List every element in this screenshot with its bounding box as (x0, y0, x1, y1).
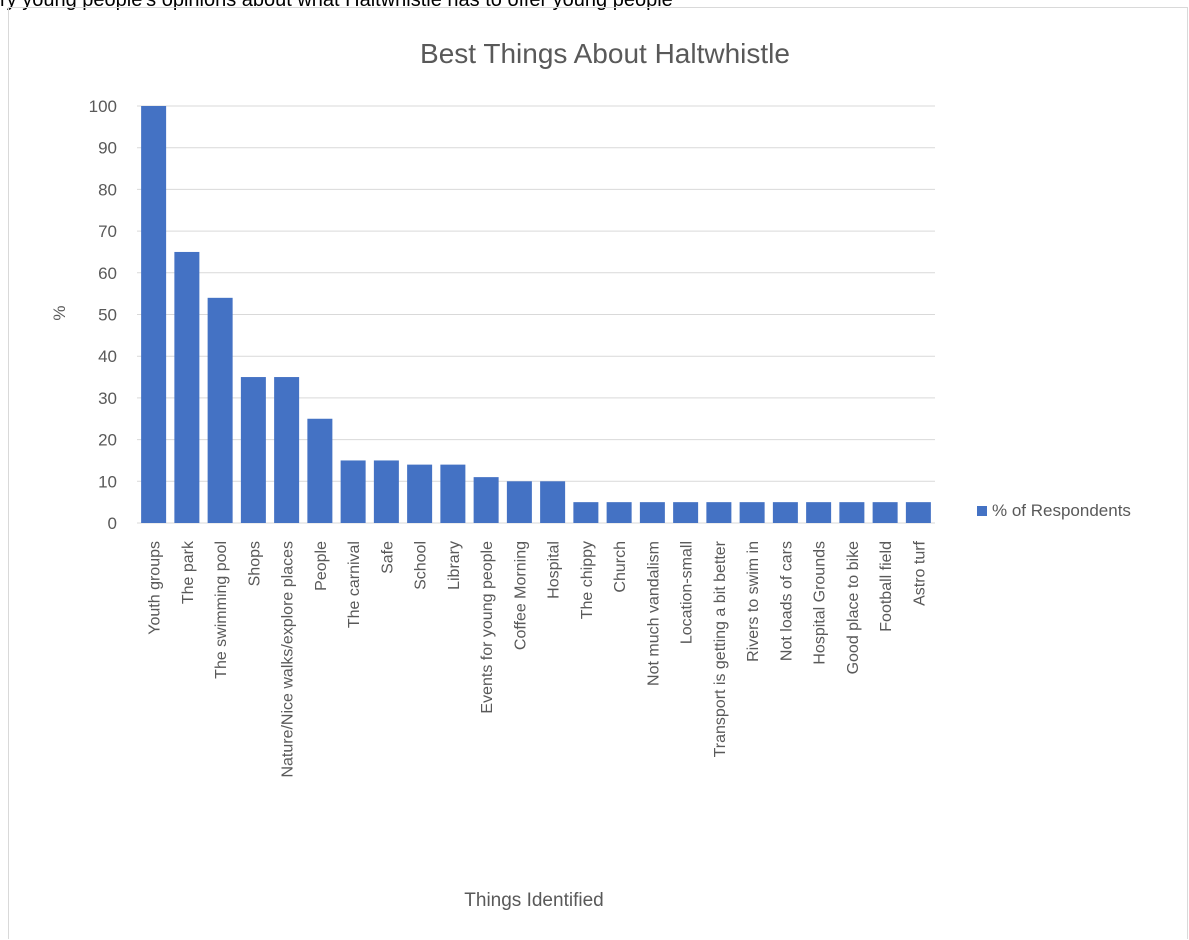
bar (606, 502, 632, 523)
bar (905, 502, 931, 523)
bar (141, 106, 167, 523)
x-tick-label: Astro turf (911, 540, 928, 605)
x-tick-label: Location-small (679, 541, 696, 644)
bar (274, 377, 300, 523)
bar (174, 251, 200, 523)
x-axis-ticks: Youth groups The park The swimming pool Sho… (147, 540, 929, 778)
bar (673, 502, 699, 523)
bars (141, 106, 931, 523)
bar (540, 481, 566, 523)
y-tick-label: 70 (98, 222, 117, 241)
x-tick-label: Library (446, 541, 463, 590)
y-tick-label: 20 (98, 431, 117, 450)
legend-label: % of Respondents (992, 501, 1131, 520)
bar (240, 377, 266, 523)
bar (639, 502, 665, 523)
y-axis-ticks: 0 10 20 30 40 50 60 70 80 90 100 (89, 97, 117, 533)
x-tick-label: Good place to bike (845, 541, 862, 675)
y-tick-label: 40 (98, 347, 117, 366)
bar (872, 502, 898, 523)
x-tick-label: Transport is getting a bit better (712, 540, 729, 757)
y-tick-label: 10 (98, 472, 117, 491)
bar (806, 502, 832, 523)
x-tick-label: Church (612, 541, 629, 593)
x-tick-label: Coffee Morning (512, 541, 529, 650)
bar (772, 502, 798, 523)
bar (506, 481, 532, 523)
x-tick-label: Events for young people (479, 541, 496, 714)
bar (839, 502, 865, 523)
x-tick-label: Youth groups (147, 541, 164, 635)
bar (440, 464, 466, 523)
bar (407, 464, 433, 523)
y-tick-label: 90 (98, 139, 117, 158)
x-tick-label: People (313, 541, 330, 591)
x-tick-label: The chippy (579, 541, 596, 619)
x-axis-label: Things Identified (464, 890, 603, 911)
x-tick-label: Football field (878, 541, 895, 632)
chart-title: Best Things About Haltwhistle (420, 38, 790, 69)
x-tick-label: Not much vandalism (645, 541, 662, 686)
page-top-text: ry young people's opinions about what Ha… (0, 0, 673, 11)
y-tick-label: 50 (98, 306, 117, 325)
x-tick-label: Safe (379, 541, 396, 574)
y-tick-label: 30 (98, 389, 117, 408)
bar (573, 502, 599, 523)
y-tick-label: 80 (98, 180, 117, 199)
x-tick-label: Shops (246, 541, 263, 586)
x-tick-label: School (413, 541, 430, 590)
chart-frame (8, 7, 1188, 939)
x-tick-label: The carnival (346, 541, 363, 628)
x-tick-label: Hospital Grounds (812, 541, 829, 665)
grid-lines (137, 105, 935, 524)
bar (473, 477, 499, 523)
x-tick-label: Not loads of cars (778, 541, 795, 661)
bar (373, 460, 399, 523)
x-tick-label: The park (180, 540, 197, 604)
x-tick-label: Rivers to swim in (745, 541, 762, 662)
x-tick-label: Hospital (546, 541, 563, 599)
y-tick-label: 60 (98, 264, 117, 283)
bar (207, 297, 233, 523)
bar (739, 502, 765, 523)
bar (706, 502, 732, 523)
y-tick-label: 100 (89, 97, 117, 116)
x-tick-label: The swimming pool (213, 541, 230, 679)
bar (307, 418, 333, 523)
legend-swatch (977, 506, 987, 516)
bar (340, 460, 366, 523)
legend: % of Respondents (977, 501, 1131, 520)
y-tick-label: 0 (108, 514, 117, 533)
y-axis-label: % (50, 305, 69, 320)
x-tick-label: Nature/Nice walks/explore places (280, 541, 297, 778)
